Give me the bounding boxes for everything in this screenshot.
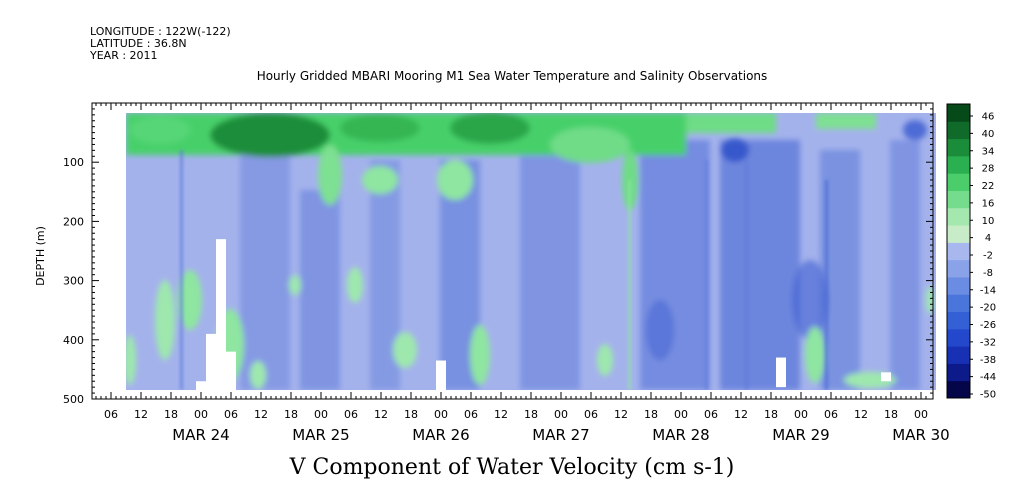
x-day-label: MAR 25 — [292, 426, 349, 444]
colorbar-segment — [947, 242, 970, 261]
missing-data-region — [881, 372, 891, 382]
x-hour-label: 18 — [164, 408, 178, 421]
colorbar-segment — [947, 173, 970, 191]
colorbar-label: -50 — [980, 390, 996, 401]
x-day-label: MAR 29 — [772, 426, 829, 444]
y-tick-label: 400 — [63, 334, 84, 347]
x-hour-label: 18 — [764, 408, 778, 421]
x-hour-label: 00 — [314, 408, 328, 421]
y-tick-label: 200 — [63, 215, 84, 228]
colorbar-label: -8 — [983, 268, 993, 279]
colorbar-label: 40 — [982, 129, 995, 140]
variable-title: V Component of Water Velocity (cm s-1) — [289, 455, 735, 480]
colorbar-frame — [946, 103, 971, 399]
colorbar-segment — [947, 104, 970, 122]
x-hour-label: 12 — [494, 408, 508, 421]
missing-data-regions — [196, 239, 891, 390]
colorbar-label: 4 — [985, 233, 991, 244]
colorbar-segment — [947, 190, 970, 209]
longitude-label: LONGITUDE : 122W(-122) — [90, 25, 231, 38]
colorbar: 46 40 34 28 22 16 10 4 -2 -8 -14 -20 -26 -32 -38 -44 -50 — [946, 103, 996, 401]
x-day-label: MAR 27 — [532, 426, 589, 444]
colorbar-segment — [947, 276, 970, 295]
colorbar-segment — [947, 259, 970, 278]
x-hour-label: 18 — [644, 408, 658, 421]
latitude-label: LATITUDE : 36.8N — [90, 37, 187, 50]
colorbar-segment — [947, 294, 970, 313]
x-hour-label: 00 — [554, 408, 568, 421]
colorbar-segment — [947, 346, 970, 364]
missing-data-region — [226, 351, 236, 390]
year-label: YEAR : 2011 — [89, 49, 158, 62]
colorbar-label: -2 — [983, 251, 993, 262]
colorbar-label: 28 — [982, 164, 995, 175]
colorbar-label: -26 — [980, 320, 996, 331]
x-hour-label: 00 — [434, 408, 448, 421]
x-hour-label: 00 — [914, 408, 928, 421]
colorbar-segment — [947, 138, 970, 157]
y-tick-label: 100 — [63, 156, 84, 169]
x-hour-label: 00 — [794, 408, 808, 421]
colorbar-label: -32 — [980, 337, 996, 348]
x-hour-label: 06 — [584, 408, 598, 421]
x-day-label: MAR 26 — [412, 426, 469, 444]
colorbar-label: 16 — [982, 198, 995, 209]
missing-data-region — [776, 357, 786, 388]
x-axis-labels: 06 12 18 00 06 12 18 00 06 12 18 00 06 12 18 00 06 12 18 00… — [104, 408, 950, 444]
plot-axes: 100 200 300 400 500 — [63, 102, 934, 406]
x-hour-label: 12 — [254, 408, 268, 421]
colorbar-label: 34 — [982, 146, 995, 157]
colorbar-segment — [947, 225, 970, 243]
x-hour-label: 12 — [734, 408, 748, 421]
x-hour-label: 06 — [704, 408, 718, 421]
colorbar-segment — [947, 311, 970, 330]
x-hour-label: 00 — [674, 408, 688, 421]
colorbar-label: 10 — [982, 216, 995, 227]
colorbar-segment — [947, 363, 970, 382]
heatmap-field — [126, 113, 936, 390]
x-hour-label: 18 — [524, 408, 538, 421]
colorbar-label: -44 — [980, 372, 996, 383]
colorbar-label: -14 — [980, 285, 996, 296]
colorbar-label: 22 — [982, 181, 995, 192]
x-day-label: MAR 24 — [172, 426, 229, 444]
chart-title: Hourly Gridded MBARI Mooring M1 Sea Wate… — [257, 69, 768, 83]
colorbar-segment — [947, 155, 970, 174]
x-hour-label: 06 — [464, 408, 478, 421]
x-hour-label: 18 — [284, 408, 298, 421]
colorbar-segment — [947, 121, 970, 140]
colorbar-segment — [947, 207, 970, 226]
x-hour-label: 00 — [194, 408, 208, 421]
y-tick-label: 300 — [63, 275, 84, 288]
field-structure — [126, 113, 934, 390]
colorbar-segment — [947, 328, 970, 347]
x-hour-label: 12 — [134, 408, 148, 421]
colorbar-label: -38 — [980, 355, 996, 366]
x-hour-label: 12 — [854, 408, 868, 421]
colorbar-label: 46 — [982, 112, 995, 123]
missing-data-region — [216, 239, 226, 390]
x-hour-label: 18 — [404, 408, 418, 421]
x-hour-label: 18 — [884, 408, 898, 421]
x-day-label: MAR 30 — [892, 426, 949, 444]
y-tick-label: 500 — [63, 393, 84, 406]
missing-data-region — [196, 381, 206, 390]
missing-data-region — [436, 360, 446, 390]
missing-data-region — [206, 333, 216, 390]
x-hour-label: 06 — [824, 408, 838, 421]
x-day-label: MAR 28 — [652, 426, 709, 444]
x-hour-label: 06 — [224, 408, 238, 421]
x-hour-label: 12 — [614, 408, 628, 421]
x-hour-label: 06 — [344, 408, 358, 421]
x-hour-label: 06 — [104, 408, 118, 421]
colorbar-label: -20 — [980, 303, 996, 314]
field-streaks — [180, 150, 828, 390]
x-hour-label: 12 — [374, 408, 388, 421]
y-axis-title: DEPTH (m) — [34, 226, 47, 286]
colorbar-segment — [947, 380, 970, 399]
